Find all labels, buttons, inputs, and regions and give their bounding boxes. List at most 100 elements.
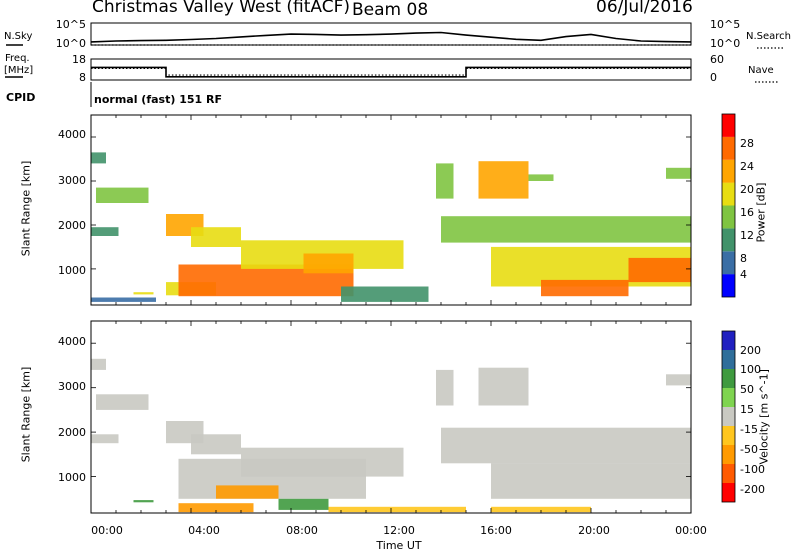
noise-tick-right-bottom: 10^0	[710, 37, 741, 50]
freq-label: Freq.	[5, 53, 30, 64]
velocity-cbar-segment-8	[722, 331, 735, 350]
velocity-patch-15	[491, 463, 691, 499]
time-axis-label: Time UT	[376, 539, 422, 552]
power-patch-4	[133, 292, 154, 295]
power-patch-14	[528, 174, 554, 181]
power-cbar-segment-3	[722, 205, 735, 229]
velocity-patch-16	[491, 506, 591, 513]
velocity-patch-10	[178, 503, 254, 513]
power-range-tick-1000: 1000	[58, 264, 86, 277]
power-range-tick-3000: 3000	[58, 174, 86, 187]
noise-tick-right-top: 10^5	[710, 18, 741, 31]
power-patch-15	[441, 216, 691, 243]
power-cbar-tick-24: 24	[740, 160, 754, 173]
time-tick-2: 08:00	[286, 524, 318, 537]
freq-unit-label: [MHz]	[4, 65, 34, 76]
velocity-range-tick-2000: 2000	[58, 426, 86, 439]
power-patch-19	[666, 167, 691, 179]
power-patch-0	[91, 152, 106, 164]
cpid-text: normal (fast) 151 RF	[94, 93, 222, 106]
beam-label: Beam 08	[352, 0, 429, 20]
velocity-cbar-segment-4	[722, 407, 735, 426]
power-cbar-segment-7	[722, 114, 735, 137]
power-patch-13	[478, 161, 529, 199]
noise-frame	[90, 22, 692, 46]
nave-series-line	[91, 67, 691, 76]
power-cbar-segment-1	[722, 251, 735, 275]
time-tick-6: 00:00	[675, 524, 707, 537]
nsky-series-line	[90, 31, 692, 43]
freq-tick-bottom: 8	[79, 71, 86, 84]
power-patch-12	[436, 163, 454, 199]
power-patch-11	[341, 286, 429, 302]
velocity-range-tick-1000: 1000	[58, 471, 86, 484]
velocity-cbar-segment-7	[722, 350, 735, 369]
velocity-cbar-tick-15: 15	[740, 403, 754, 416]
velocity-ylabel: Slant Range [km]	[19, 366, 33, 463]
power-patch-7	[191, 227, 241, 247]
velocity-range-tick-3000: 3000	[58, 380, 86, 393]
velocity-cbar-tick-100: 100	[740, 363, 761, 376]
velocity-panel	[91, 358, 691, 513]
velocity-patch-12	[436, 369, 454, 406]
velocity-patch-11	[328, 506, 466, 513]
velocity-cbar-segment-0	[722, 483, 735, 502]
time-tick-1: 04:00	[188, 524, 220, 537]
power-panel	[91, 152, 691, 302]
power-patch-2	[91, 227, 119, 236]
date-label: 06/Jul/2016	[596, 0, 693, 17]
time-tick-0: 00:00	[91, 524, 123, 537]
nave-label: Nave	[748, 65, 774, 76]
nave-tick-bottom: 0	[710, 71, 717, 84]
power-cbar-tick-4: 4	[740, 268, 747, 281]
freq-series-line	[91, 66, 691, 78]
power-patch-18	[628, 257, 691, 283]
power-cbar-tick-12: 12	[740, 229, 754, 242]
velocity-patch-13	[478, 367, 529, 406]
power-cbar-tick-8: 8	[740, 252, 747, 265]
power-cbar-label: Power [dB]	[754, 182, 768, 243]
velocity-cbar-segment-3	[722, 426, 735, 445]
noise-panel	[6, 31, 783, 49]
power-range-tick-2000: 2000	[58, 219, 86, 232]
velocity-patch-3	[133, 500, 154, 503]
velocity-patch-9	[278, 498, 329, 510]
power-patch-3	[91, 297, 156, 302]
velocity-patch-0	[91, 358, 106, 370]
power-range-tick-4000: 4000	[58, 128, 86, 141]
power-patch-1	[96, 187, 149, 203]
velocity-patch-5	[191, 434, 241, 455]
noise-tick-left-top: 10^5	[55, 18, 86, 31]
noise-tick-left-bottom: 10^0	[55, 37, 86, 50]
velocity-cbar-segment-6	[722, 369, 735, 388]
power-cbar-frame	[721, 113, 736, 298]
velocity-cbar-tick-m50: -50	[740, 443, 758, 456]
power-patch-17	[541, 279, 629, 297]
power-cbar-tick-16: 16	[740, 206, 754, 219]
panel-frames	[90, 22, 692, 514]
cpid-label: CPID	[6, 91, 36, 104]
velocity-cbar-segment-5	[722, 388, 735, 407]
velocity-cbar-tick-m100: -100	[740, 463, 765, 476]
station-title: Christmas Valley West (fitACF)	[92, 0, 351, 17]
velocity-cbar-tick-50: 50	[740, 383, 754, 396]
time-tick-4: 16:00	[480, 524, 512, 537]
power-ylabel: Slant Range [km]	[19, 160, 33, 257]
velocity-range-tick-4000: 4000	[58, 335, 86, 348]
nsky-label: N.Sky	[4, 31, 33, 42]
velocity-cbar-segment-1	[722, 464, 735, 483]
nave-tick-top: 60	[710, 53, 724, 66]
power-cbar-segment-5	[722, 159, 735, 183]
velocity-cbar-tick-m15: -15	[740, 423, 758, 436]
power-patch-10	[303, 253, 354, 274]
colorbars	[721, 113, 736, 503]
velocity-patch-1	[96, 394, 149, 410]
power-cbar-segment-4	[722, 182, 735, 206]
frequency-frame	[90, 58, 692, 81]
power-cbar-segment-2	[722, 228, 735, 252]
velocity-patch-2	[91, 434, 119, 444]
velocity-cbar-tick-200: 200	[740, 344, 761, 357]
time-tick-3: 12:00	[383, 524, 415, 537]
power-cbar-tick-20: 20	[740, 183, 754, 196]
